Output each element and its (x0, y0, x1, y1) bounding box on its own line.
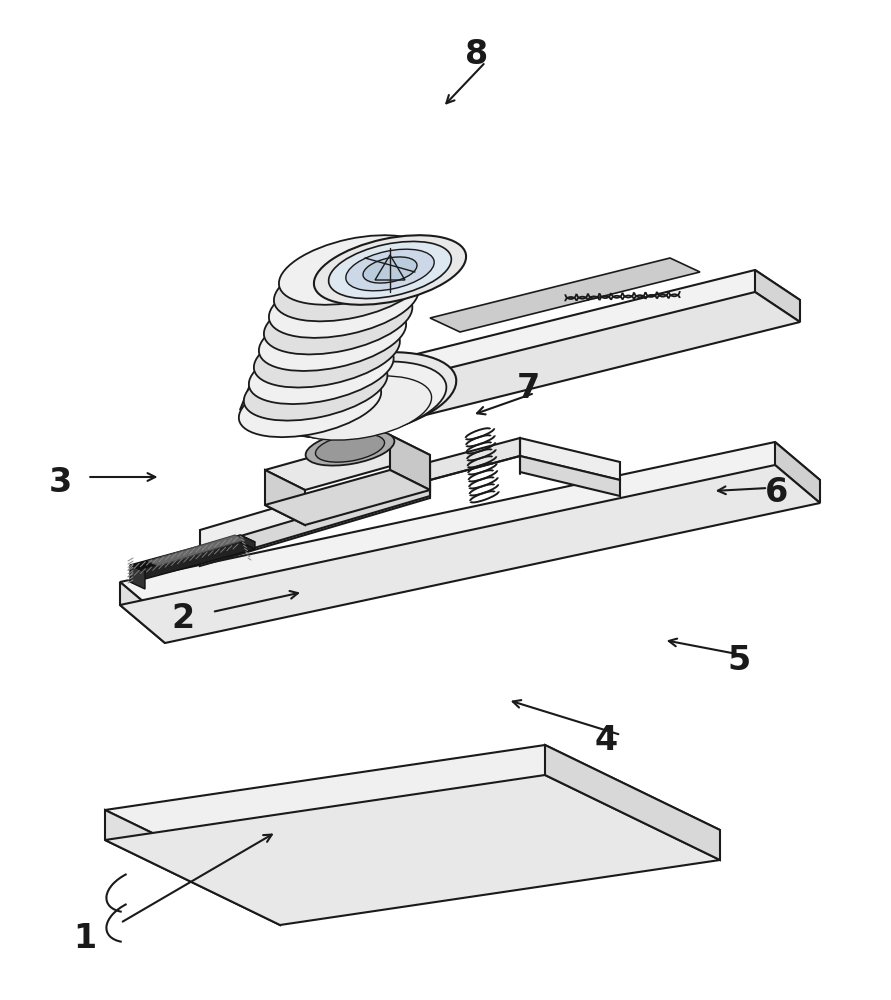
Ellipse shape (239, 373, 381, 437)
Polygon shape (200, 480, 430, 564)
Ellipse shape (264, 352, 456, 438)
Text: 8: 8 (465, 38, 488, 72)
Ellipse shape (269, 270, 419, 338)
Polygon shape (775, 442, 820, 503)
Polygon shape (265, 435, 430, 490)
Polygon shape (430, 258, 700, 332)
Polygon shape (130, 542, 255, 579)
Polygon shape (280, 270, 800, 418)
Ellipse shape (259, 304, 406, 371)
Ellipse shape (274, 252, 425, 321)
Polygon shape (120, 582, 165, 643)
Polygon shape (430, 438, 520, 480)
Text: 3: 3 (49, 466, 72, 498)
Ellipse shape (254, 321, 400, 387)
Polygon shape (520, 456, 620, 496)
Text: 1: 1 (73, 922, 96, 954)
Text: 7: 7 (517, 371, 540, 404)
Text: 6: 6 (765, 476, 789, 508)
Polygon shape (265, 470, 430, 525)
Polygon shape (120, 465, 820, 643)
Ellipse shape (306, 430, 395, 466)
Text: 5: 5 (728, 644, 751, 676)
Ellipse shape (315, 434, 385, 462)
Polygon shape (240, 535, 255, 549)
Polygon shape (200, 462, 430, 566)
Ellipse shape (264, 287, 413, 354)
Polygon shape (148, 535, 245, 566)
Polygon shape (240, 280, 420, 410)
Polygon shape (265, 470, 305, 525)
Polygon shape (280, 292, 800, 440)
Ellipse shape (249, 338, 394, 404)
Polygon shape (280, 388, 325, 440)
Ellipse shape (274, 361, 446, 439)
Polygon shape (120, 442, 820, 620)
Ellipse shape (346, 249, 434, 291)
Polygon shape (520, 438, 620, 480)
Ellipse shape (363, 257, 417, 283)
Polygon shape (105, 745, 720, 895)
Ellipse shape (329, 241, 452, 299)
Text: 2: 2 (171, 601, 194, 635)
Polygon shape (105, 810, 280, 925)
Ellipse shape (314, 235, 466, 305)
Polygon shape (545, 745, 720, 860)
Ellipse shape (279, 235, 431, 305)
Ellipse shape (289, 376, 431, 440)
Polygon shape (130, 565, 145, 589)
Polygon shape (130, 535, 255, 572)
Polygon shape (755, 270, 800, 322)
Text: 4: 4 (594, 724, 617, 756)
Polygon shape (105, 775, 720, 925)
Polygon shape (390, 435, 430, 490)
Ellipse shape (244, 356, 388, 421)
